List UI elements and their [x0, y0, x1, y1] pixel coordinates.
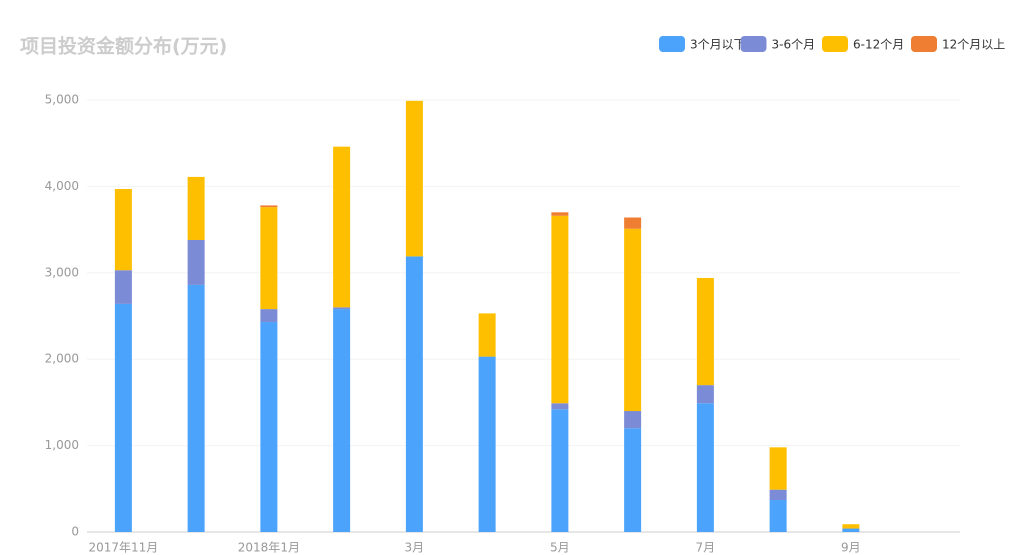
legend-swatch [822, 36, 848, 52]
bar-segment [114, 303, 132, 532]
bar-segment [624, 428, 642, 532]
bar-segment [187, 239, 205, 285]
bar-segment [624, 217, 642, 229]
legend-swatch [659, 36, 685, 52]
bar-segment [187, 176, 205, 240]
y-tick-label: 5,000 [45, 93, 79, 107]
chart-title: 项目投资金额分布(万元) [20, 35, 227, 58]
bar-segment [842, 528, 860, 532]
bar-segment [260, 205, 278, 208]
y-tick-label: 2,000 [45, 352, 79, 366]
legend-label: 6-12个月 [853, 38, 904, 52]
bar-segment [551, 409, 569, 532]
legend-swatch [911, 36, 937, 52]
bar-segment [696, 385, 714, 404]
y-tick-label: 1,000 [45, 438, 79, 452]
x-tick-label: 2018年1月 [238, 541, 300, 555]
y-tick-label: 0 [71, 525, 79, 539]
bar-segment [551, 212, 569, 216]
bar-segment [260, 207, 278, 310]
bar-segment [769, 500, 787, 532]
bar-segment [842, 524, 860, 529]
bar-segment [260, 309, 278, 323]
bar-segment [769, 489, 787, 501]
legend-label: 3个月以下 [690, 38, 746, 52]
bar-segment [333, 146, 351, 308]
bar-segment [405, 100, 423, 257]
bar-segment [405, 256, 423, 532]
bar-segment [624, 411, 642, 429]
bar-segment [696, 277, 714, 386]
bar-segment [478, 313, 496, 357]
x-tick-label: 7月 [696, 541, 716, 555]
bar-segment [551, 215, 569, 404]
legend-label: 12个月以上 [942, 38, 1005, 52]
bar-segment [333, 309, 351, 532]
bar-segment [114, 270, 132, 304]
bar-segment [624, 228, 642, 412]
x-tick-label: 9月 [841, 541, 861, 555]
bar-segment [551, 403, 569, 410]
x-tick-label: 5月 [550, 541, 570, 555]
bar-segment [478, 356, 496, 532]
bar-segment [769, 447, 787, 490]
x-tick-label: 2017年11月 [88, 541, 158, 555]
x-tick-label: 3月 [405, 541, 425, 555]
bar-segment [114, 188, 132, 271]
y-tick-label: 3,000 [45, 265, 79, 279]
legend-swatch [740, 36, 767, 52]
bar-segment [260, 322, 278, 532]
bar-segment [333, 307, 351, 310]
legend-label: 3-6个月 [772, 38, 816, 52]
bar-segment [187, 284, 205, 532]
bar-segment [696, 403, 714, 532]
y-tick-label: 4,000 [45, 179, 79, 193]
